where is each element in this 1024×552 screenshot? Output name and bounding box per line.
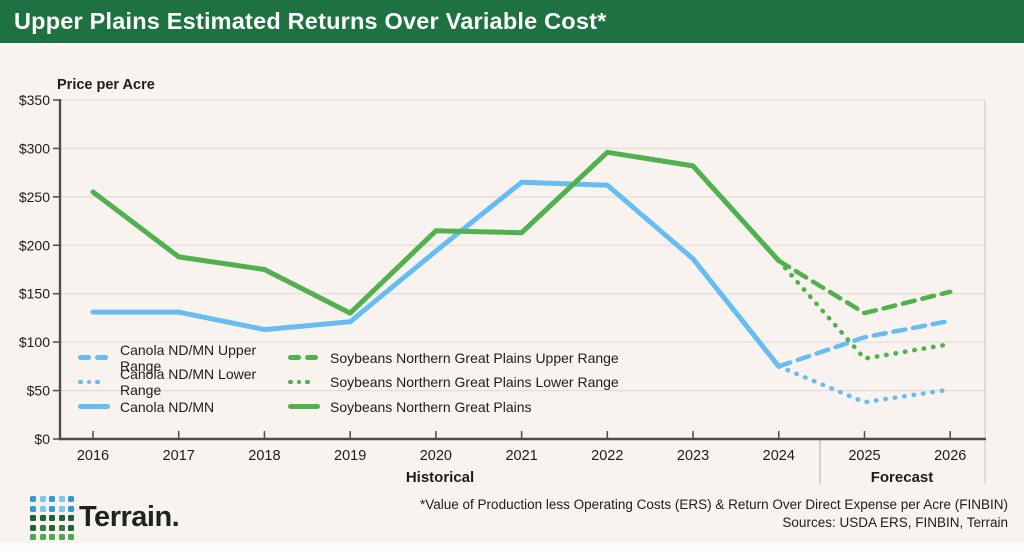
chart-legend: Canola ND/MN Upper Range Canola ND/MN Low… (78, 342, 619, 415)
logo-dot (39, 515, 46, 521)
legend-swatch-dashed-icon (78, 355, 110, 360)
legend-swatch-solid-icon (78, 404, 110, 409)
logo-dot (30, 534, 36, 540)
logo-dot (30, 524, 36, 531)
legend-swatch-dashed-icon (288, 355, 320, 360)
logo-dot (58, 496, 65, 502)
x-tick-label: 2018 (248, 448, 280, 464)
logo-dot (39, 505, 46, 512)
legend-item: Soybeans Northern Great Plains (288, 398, 619, 415)
legend-item: Soybeans Northern Great Plains Lower Ran… (288, 374, 619, 390)
bottom-margin-strip (0, 543, 1024, 552)
logo-dot (68, 524, 74, 531)
legend-label: Soybeans Northern Great Plains Lower Ran… (330, 374, 619, 390)
y-tick-label: $0 (34, 431, 50, 447)
legend-label: Canola ND/MN (120, 398, 215, 415)
x-tick-label: 2016 (77, 448, 109, 464)
legend-column-soybeans: Soybeans Northern Great Plains Upper Ran… (288, 349, 619, 415)
y-tick-label: $100 (19, 334, 50, 350)
legend-item: Canola ND/MN Lower Range (78, 366, 288, 398)
y-axis-title: Price per Acre (57, 77, 155, 93)
series-canola-nd-mn-lower-range (776, 364, 953, 405)
x-tick-label: 2026 (934, 448, 966, 464)
logo-dot (68, 505, 74, 512)
legend-label: Soybeans Northern Great Plains (330, 398, 532, 415)
legend-label: Canola ND/MN Lower Range (120, 366, 257, 398)
logo-dot (58, 505, 65, 512)
footnote-line-2: Sources: USDA ERS, FINBIN, Terrain (782, 515, 1008, 530)
x-tick-label: 2025 (848, 448, 880, 464)
legend-swatch-dotted-icon (78, 379, 110, 385)
legend-item: Canola ND/MN Upper Range (78, 342, 288, 374)
logo-dot (30, 496, 36, 502)
footnote-line-1: *Value of Production less Operating Cost… (420, 497, 1008, 512)
y-tick-label: $250 (19, 189, 50, 205)
x-tick-label: 2021 (505, 448, 537, 464)
legend-item: Canola ND/MN (78, 398, 288, 415)
y-tick-label: $50 (27, 383, 51, 399)
legend-swatch-dotted-icon (288, 379, 320, 385)
logo-dot (68, 496, 74, 502)
logo-dot (68, 515, 74, 521)
logo-dot (39, 496, 46, 502)
legend-label: Canola ND/MN Upper Range (120, 341, 257, 374)
legend-item: Soybeans Northern Great Plains Upper Ran… (288, 349, 619, 366)
logo-dot (68, 534, 74, 540)
x-tick-label: 2024 (763, 448, 795, 464)
logo-dot (49, 524, 55, 531)
logo-dot (30, 515, 36, 521)
series-soybeans-northern-great-plains-lower-range (776, 258, 953, 361)
y-tick-label: $150 (19, 286, 50, 302)
logo-dot (39, 534, 46, 540)
legend-label: Soybeans Northern Great Plains Upper Ran… (330, 349, 619, 366)
y-tick-label: $300 (19, 140, 50, 156)
x-tick-label: 2023 (677, 448, 709, 464)
logo-dot (30, 505, 36, 512)
series-canola-nd-mn-upper-range (776, 318, 953, 369)
logo-dot (39, 524, 46, 531)
x-tick-label: 2019 (334, 448, 366, 464)
logo-dot (58, 534, 65, 540)
y-tick-label: $350 (19, 92, 50, 108)
logo-dot (49, 505, 55, 512)
x-tick-label: 2022 (591, 448, 623, 464)
logo-dot (49, 515, 55, 521)
logo-dot (49, 534, 55, 540)
brand-wordmark: Terrain. (79, 501, 180, 533)
logo-dot (58, 515, 65, 521)
terrain-logo-icon (30, 496, 74, 540)
y-tick-label: $200 (19, 237, 50, 253)
legend-swatch-solid-icon (288, 404, 320, 409)
series-canola-nd-mn (90, 179, 782, 369)
x-section-label-historical: Historical (405, 469, 475, 486)
footnote: *Value of Production less Operating Cost… (420, 496, 1008, 532)
series-soybeans-northern-great-plains-upper-range (776, 258, 953, 316)
series-soybeans-northern-great-plains (90, 149, 782, 316)
legend-column-canola: Canola ND/MN Upper Range Canola ND/MN Low… (78, 342, 288, 415)
logo-dot (49, 496, 55, 502)
logo-dot (58, 524, 65, 531)
x-tick-label: 2017 (163, 448, 195, 464)
page-title: Upper Plains Estimated Returns Over Vari… (14, 8, 607, 34)
title-bar: Upper Plains Estimated Returns Over Vari… (0, 0, 1024, 43)
x-section-label-forecast: Forecast (870, 469, 934, 486)
x-tick-label: 2020 (420, 448, 452, 464)
